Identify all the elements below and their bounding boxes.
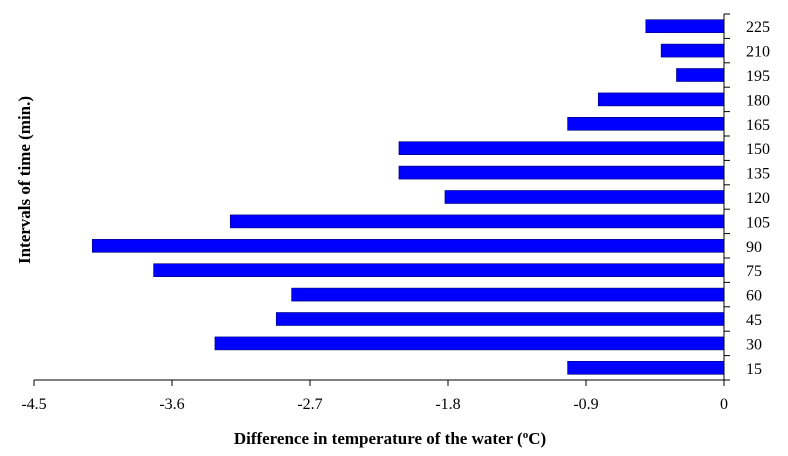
- bar-90: [91, 239, 725, 253]
- bar-120: [444, 190, 725, 204]
- bar-225: [645, 19, 725, 34]
- y-tick-label: 15: [746, 361, 762, 378]
- y-tick-label: 60: [746, 288, 762, 305]
- bar-105: [229, 214, 725, 229]
- bar-75: [153, 263, 725, 278]
- axes-group: [34, 14, 725, 381]
- bar-30: [214, 336, 725, 351]
- y-tick-label: 210: [746, 44, 770, 61]
- x-tick-label: -2.7: [297, 396, 322, 413]
- y-tick-label: 105: [746, 214, 770, 231]
- y-tick-label: 195: [746, 68, 770, 85]
- y-tick-label: 165: [746, 117, 770, 134]
- x-axis-title: Difference in temperature of the water (…: [234, 429, 546, 448]
- y-tick-label: 45: [746, 312, 762, 329]
- y-tick-label: 90: [746, 239, 762, 256]
- x-tick-label: -1.8: [435, 396, 460, 413]
- y-tick-label: 180: [746, 92, 770, 109]
- y-ticks-group: 15 30 45 60 75 90 105 120 135 150 165 180 195 210 225: [724, 13, 770, 381]
- bar-45: [275, 312, 725, 326]
- y-tick-label: 30: [746, 336, 762, 353]
- bar-150: [398, 141, 725, 155]
- x-tick-label: -0.9: [573, 396, 598, 413]
- bar-15: [567, 360, 725, 375]
- bars-group: [91, 19, 725, 375]
- y-tick-label: 150: [746, 141, 770, 158]
- bar-195: [676, 68, 725, 82]
- y-tick-label: 225: [746, 19, 770, 36]
- bar-135: [398, 165, 725, 180]
- x-tick-label: -4.5: [21, 396, 46, 413]
- bar-60: [291, 287, 725, 302]
- y-tick-label: 120: [746, 190, 770, 207]
- y-axis-title: Intervals of time (min.): [15, 96, 34, 264]
- y-tick-label: 135: [746, 166, 770, 183]
- x-ticks-group: -4.5 -3.6 -2.7 -1.8 -0.9 0: [21, 380, 728, 413]
- y-tick-label: 75: [746, 263, 762, 280]
- bar-210: [660, 43, 725, 58]
- x-tick-label: 0: [720, 396, 728, 413]
- bar-165: [567, 117, 725, 131]
- x-tick-label: -3.6: [159, 396, 184, 413]
- bar-180: [597, 92, 725, 107]
